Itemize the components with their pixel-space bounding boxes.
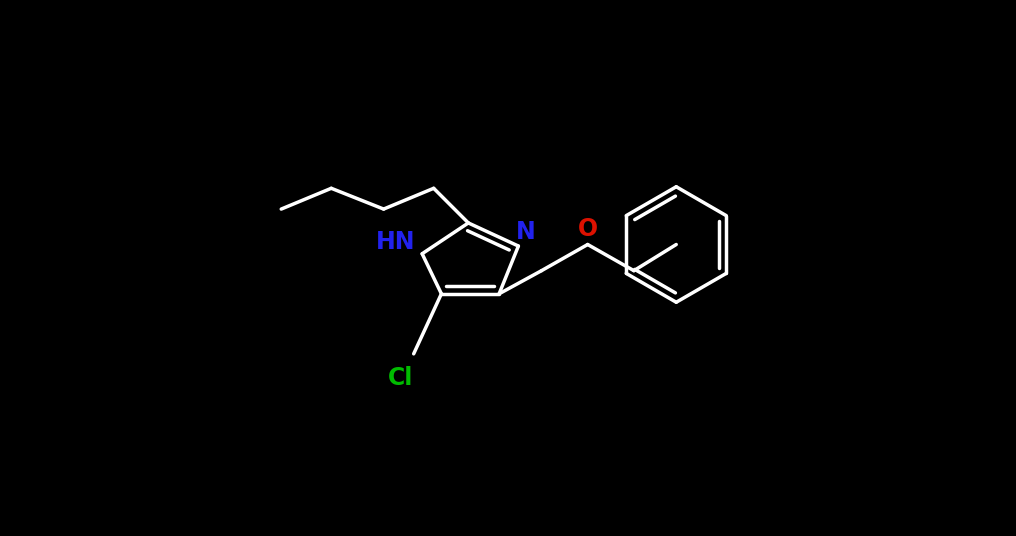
Text: O: O bbox=[578, 217, 597, 241]
Text: HN: HN bbox=[376, 230, 415, 254]
Text: N: N bbox=[516, 220, 536, 244]
Text: Cl: Cl bbox=[388, 367, 414, 391]
